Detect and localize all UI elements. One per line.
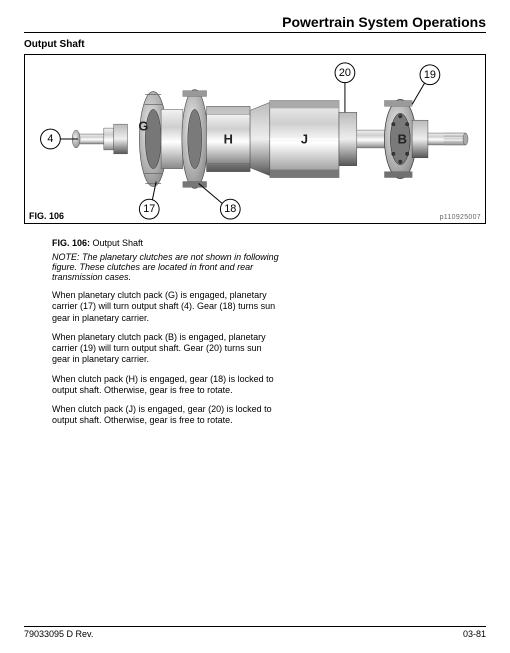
caption-bold: FIG. 106: [52,238,90,248]
figure-label: FIG. 106 [29,211,64,221]
paragraph-2: When planetary clutch pack (B) is engage… [52,332,282,366]
part-label-b: B [398,132,407,147]
gear-18 [182,90,208,189]
part-label-g: G [138,119,148,134]
page-footer: 79033095 D Rev. 03-81 [24,626,486,639]
footer-page-number: 03-81 [463,629,486,639]
footer-rule [24,626,486,627]
part-label-h: H [224,132,233,147]
page-header-title: Powertrain System Operations [24,14,486,30]
note: NOTE: The planetary clutches are not sho… [52,252,282,282]
paragraph-4: When clutch pack (J) is engaged, gear (2… [52,404,282,427]
callout-4: 4 [47,133,53,145]
note-label: NOTE: [52,252,80,262]
note-text: The planetary clutches are not shown in … [52,252,279,282]
figure-caption: FIG. 106: Output Shaft [52,238,282,248]
paragraph-1: When planetary clutch pack (G) is engage… [52,290,282,324]
figure-id: p110925007 [440,214,481,221]
callout-17: 17 [143,203,155,215]
part-label-j: J [301,132,308,147]
caption-text: Output Shaft [90,238,143,248]
paragraph-3: When clutch pack (H) is engaged, gear (1… [52,374,282,397]
callout-19: 19 [424,69,436,81]
footer-doc-id: 79033095 D Rev. [24,629,93,639]
figure-box: G H J [24,54,486,224]
header-rule [24,32,486,33]
callout-20: 20 [339,67,351,79]
output-shaft-diagram: G H J [25,55,485,223]
section-title: Output Shaft [24,39,486,50]
callout-18: 18 [224,203,236,215]
